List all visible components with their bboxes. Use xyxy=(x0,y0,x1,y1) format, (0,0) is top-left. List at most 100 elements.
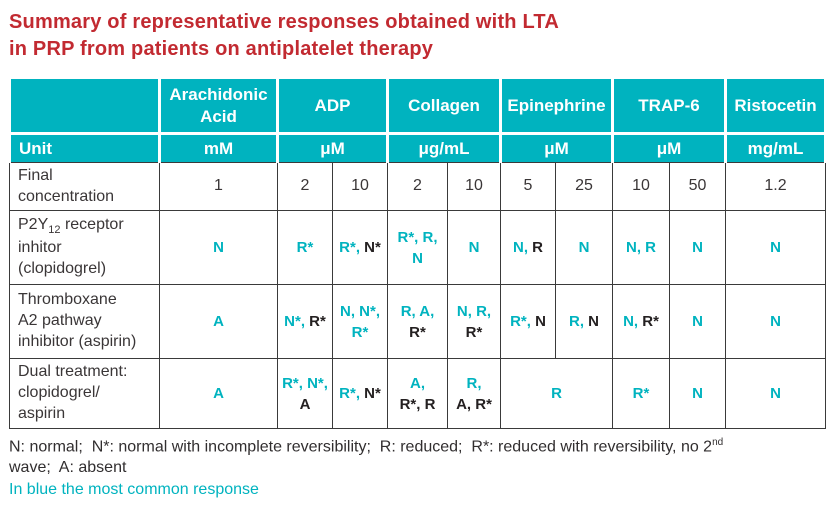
legend-text: N: normal; N*: normal with incomplete re… xyxy=(9,436,827,479)
cell-p2y12-receptor-inhibitor-clopidogrel-2: R*, N* xyxy=(332,210,388,285)
text-segment: 5 xyxy=(523,177,533,195)
text-segment: R*, N*, xyxy=(282,374,328,392)
unit-collagen: μg/mL xyxy=(386,132,502,163)
unit-epinephrine: μM xyxy=(499,132,614,163)
cell-final-concentration-9: 1.2 xyxy=(725,162,826,211)
cell-p2y12-receptor-inhibitor-clopidogrel-9: N xyxy=(725,210,826,285)
text-segment: R* xyxy=(296,239,314,256)
cell-thromboxane-a2-pathway-inhibitor-aspirin-3: R, A, R* xyxy=(387,284,448,359)
text-segment: N xyxy=(213,239,224,256)
cell-dual-treatment-clopidogrel-aspirin-4: R, A, R* xyxy=(447,358,501,429)
cell-dual-treatment-clopidogrel-aspirin-0: A xyxy=(159,358,278,429)
text-segment: N xyxy=(692,313,703,330)
table-body: Final concentration 1 2 10 2 10 5 25 10 50 1.2 P2Y12… xyxy=(9,162,826,429)
text-segment: R, xyxy=(466,374,482,392)
text-segment: A xyxy=(213,385,224,402)
text-segment: 10 xyxy=(632,177,650,195)
text-segment: (clopidogrel) xyxy=(18,259,107,277)
row-thromboxane-a2-pathway-inhibitor-aspirin: Thromboxane A2 pathway inhibitor (aspirin)… xyxy=(9,284,826,359)
text-segment: N*, xyxy=(284,313,310,330)
text-segment: R*, xyxy=(510,313,536,330)
cell-dual-treatment-clopidogrel-aspirin-7: N xyxy=(669,358,726,429)
text-segment: P2Y xyxy=(18,216,49,234)
text-segment: N: normal; N*: normal with incomplete re… xyxy=(9,438,713,456)
cell-thromboxane-a2-pathway-inhibitor-aspirin-5: R*, N xyxy=(500,284,556,359)
text-segment: Thromboxane xyxy=(18,291,117,309)
text-segment: 2 xyxy=(413,177,422,195)
text-segment: A2 pathway xyxy=(18,312,102,330)
text-segment: N xyxy=(770,239,781,256)
row-label-p2y12-receptor-inhibitor-clopidogrel: P2Y12 receptor inhitor (clopidogrel) xyxy=(9,210,160,285)
cell-p2y12-receptor-inhibitor-clopidogrel-7: N, R xyxy=(612,210,670,285)
cell-thromboxane-a2-pathway-inhibitor-aspirin-8: N xyxy=(669,284,726,359)
page-title: Summary of representative responses obta… xyxy=(9,9,833,63)
unit-ristocetin: mg/mL xyxy=(724,132,827,163)
text-segment: 1.2 xyxy=(764,177,787,195)
text-segment: 10 xyxy=(351,177,369,195)
text-segment: N xyxy=(535,313,546,330)
cell-dual-treatment-clopidogrel-aspirin-1: R*, N*, A xyxy=(277,358,333,429)
text-segment: wave; A: absent xyxy=(9,459,127,477)
cell-p2y12-receptor-inhibitor-clopidogrel-1: R* xyxy=(277,210,333,285)
text-segment: 2 xyxy=(300,177,310,195)
text-segment: 25 xyxy=(575,177,593,195)
text-segment: concentration xyxy=(18,187,115,205)
row-label-final-concentration: Final concentration xyxy=(9,162,160,211)
corner-cell xyxy=(8,76,161,135)
text-segment: R*, xyxy=(339,385,365,402)
cell-final-concentration-1: 2 xyxy=(277,162,333,211)
text-segment: 10 xyxy=(465,177,483,195)
text-segment: Final xyxy=(18,166,53,184)
text-segment: R* xyxy=(632,385,650,402)
row-label-dual-treatment-clopidogrel-aspirin: Dual treatment: clopidogrel/aspirin xyxy=(9,358,160,429)
text-segment: N, N*, xyxy=(339,302,380,320)
cell-dual-treatment-clopidogrel-aspirin-6: R* xyxy=(612,358,670,429)
blue-note-text: In blue the most common response xyxy=(9,480,259,498)
text-segment: R xyxy=(551,385,562,402)
text-segment: N xyxy=(468,239,480,256)
text-segment: R xyxy=(532,239,543,256)
text-segment: R* xyxy=(309,313,326,330)
table-header: Arachidonic Acid ADP Collagen Epinephrine TR… xyxy=(8,76,827,163)
text-segment: N, xyxy=(623,313,643,330)
text-segment: R* xyxy=(409,323,426,341)
text-segment: N, R, xyxy=(456,302,492,320)
text-segment: 50 xyxy=(688,177,707,195)
cell-thromboxane-a2-pathway-inhibitor-aspirin-4: N, R, R* xyxy=(447,284,501,359)
cell-thromboxane-a2-pathway-inhibitor-aspirin-2: N, N*, R* xyxy=(332,284,388,359)
text-segment: N* xyxy=(364,385,381,402)
cell-p2y12-receptor-inhibitor-clopidogrel-0: N xyxy=(159,210,278,285)
cell-final-concentration-4: 10 xyxy=(447,162,501,211)
row-p2y12-receptor-inhibitor-clopidogrel: P2Y12 receptor inhitor (clopidogrel) N R* R*,… xyxy=(9,210,826,285)
text-segment: R*, R, xyxy=(397,228,438,246)
row-label-thromboxane-a2-pathway-inhibitor-aspirin: Thromboxane A2 pathway inhibitor (aspirin) xyxy=(9,284,160,359)
cell-thromboxane-a2-pathway-inhibitor-aspirin-7: N, R* xyxy=(612,284,670,359)
cell-thromboxane-a2-pathway-inhibitor-aspirin-9: N xyxy=(725,284,826,359)
col-header-epinephrine: Epinephrine xyxy=(499,76,614,135)
cell-final-concentration-7: 10 xyxy=(612,162,670,211)
text-segment: clopidogrel/ xyxy=(18,384,100,402)
cell-final-concentration-0: 1 xyxy=(159,162,278,211)
text-segment: 1 xyxy=(214,177,223,195)
unit-trap-6: μM xyxy=(611,132,727,163)
text-segment: N xyxy=(578,239,590,256)
cell-thromboxane-a2-pathway-inhibitor-aspirin-6: R, N xyxy=(555,284,613,359)
text-segment: N, R xyxy=(626,239,656,256)
cell-dual-treatment-clopidogrel-aspirin-5: R xyxy=(500,358,613,429)
lta-response-table: Arachidonic Acid ADP Collagen Epinephrine TR… xyxy=(8,76,827,429)
text-segment: A, xyxy=(410,374,425,392)
text-segment: A xyxy=(213,313,224,330)
text-segment: Dual treatment: xyxy=(18,363,128,381)
unit-arachidonic-acid: mM xyxy=(158,132,279,163)
text-segment: 12 xyxy=(48,224,61,237)
unit-adp: μM xyxy=(276,132,389,163)
cell-thromboxane-a2-pathway-inhibitor-aspirin-1: N*, R* xyxy=(277,284,333,359)
cell-dual-treatment-clopidogrel-aspirin-8: N xyxy=(725,358,826,429)
cell-dual-treatment-clopidogrel-aspirin-2: R*, N* xyxy=(332,358,388,429)
text-segment: R*, R xyxy=(399,395,436,413)
text-segment: N xyxy=(692,239,703,256)
text-segment: N xyxy=(412,249,423,267)
text-segment: inhitor xyxy=(18,238,62,256)
text-segment: R* xyxy=(465,323,483,341)
